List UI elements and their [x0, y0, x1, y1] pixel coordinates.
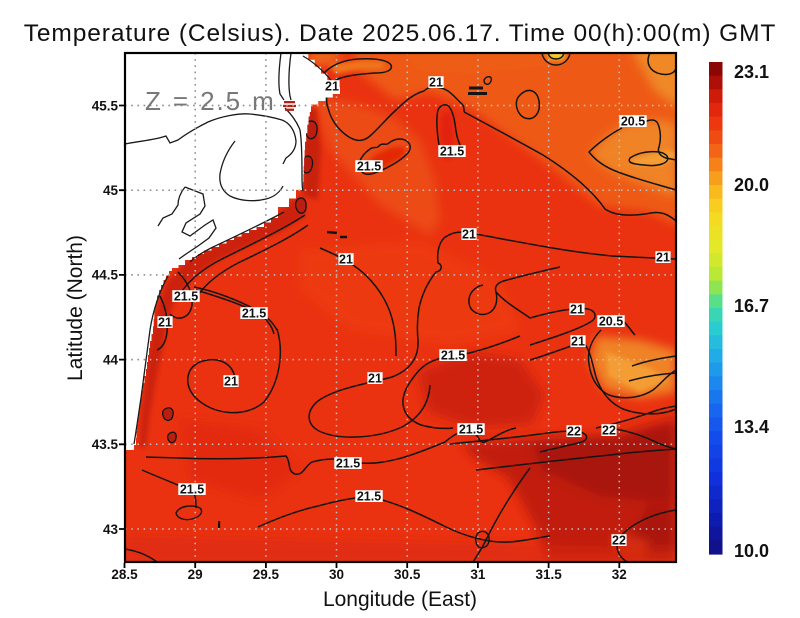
svg-text:21: 21 [656, 250, 670, 264]
svg-text:Longitude (East): Longitude (East) [323, 588, 477, 611]
svg-text:30: 30 [329, 567, 344, 582]
svg-text:44: 44 [103, 352, 119, 367]
svg-text:21: 21 [429, 75, 443, 89]
svg-text:43.5: 43.5 [92, 437, 119, 452]
svg-text:21: 21 [325, 79, 339, 93]
svg-text:20.5: 20.5 [599, 314, 623, 328]
svg-text:31: 31 [470, 567, 486, 582]
svg-text:21.5: 21.5 [459, 422, 483, 436]
svg-text:20.5: 20.5 [621, 114, 645, 128]
svg-text:16.7: 16.7 [734, 296, 769, 316]
svg-text:Latitude (North): Latitude (North) [64, 235, 87, 381]
svg-text:45.5: 45.5 [92, 98, 119, 113]
svg-text:20.0: 20.0 [734, 175, 769, 195]
svg-text:21.5: 21.5 [357, 489, 381, 503]
svg-text:31.5: 31.5 [535, 567, 562, 582]
svg-text:28.5: 28.5 [111, 567, 138, 582]
svg-text:45: 45 [103, 183, 119, 198]
svg-text:43: 43 [103, 522, 119, 537]
svg-text:21: 21 [224, 374, 238, 388]
svg-text:29.5: 29.5 [253, 567, 280, 582]
svg-text:21: 21 [158, 315, 172, 329]
svg-text:21.5: 21.5 [440, 144, 464, 158]
svg-text:21.5: 21.5 [336, 456, 360, 470]
svg-text:Temperature (Celsius). Date 20: Temperature (Celsius). Date 2025.06.17. … [24, 20, 777, 47]
svg-text:21: 21 [368, 371, 382, 385]
svg-text:21: 21 [339, 252, 353, 266]
svg-text:30.5: 30.5 [394, 567, 421, 582]
svg-text:22: 22 [567, 424, 581, 438]
svg-text:21.5: 21.5 [357, 159, 381, 173]
svg-text:21: 21 [571, 334, 585, 348]
svg-text:21.5: 21.5 [180, 482, 204, 496]
svg-text:21.5: 21.5 [242, 306, 266, 320]
svg-text:22: 22 [612, 533, 626, 547]
svg-text:44.5: 44.5 [92, 268, 119, 283]
svg-text:13.4: 13.4 [734, 417, 769, 437]
svg-text:10.0: 10.0 [734, 541, 769, 561]
svg-text:29: 29 [188, 567, 203, 582]
svg-text:22: 22 [602, 423, 616, 437]
svg-text:Z = 2.5 m: Z = 2.5 m [145, 86, 276, 116]
svg-text:21: 21 [462, 227, 476, 241]
svg-text:21: 21 [570, 302, 584, 316]
svg-text:21.5: 21.5 [174, 289, 198, 303]
svg-text:32: 32 [612, 567, 627, 582]
svg-text:23.1: 23.1 [734, 62, 769, 82]
svg-text:21.5: 21.5 [441, 348, 465, 362]
